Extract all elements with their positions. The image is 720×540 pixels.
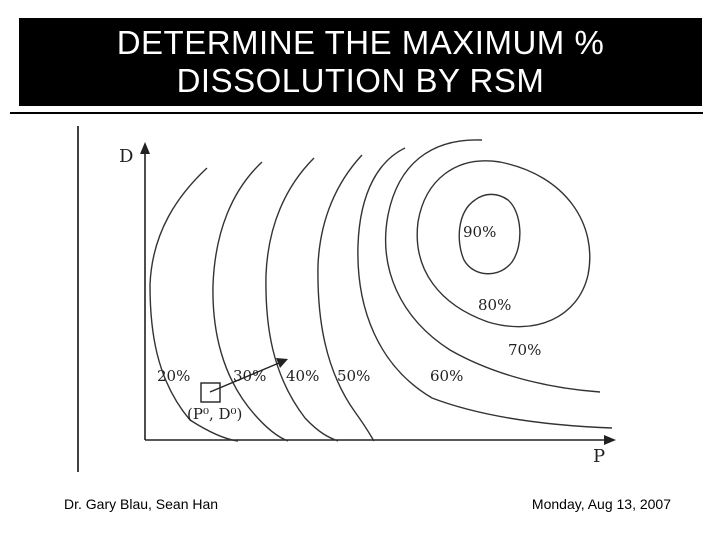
- contour-50: [317, 154, 375, 442]
- start-point-box: [200, 382, 221, 403]
- contour-label-60: 60%: [430, 367, 463, 385]
- contour-90: [458, 193, 521, 275]
- contour-40: [265, 157, 339, 442]
- slide-title-line-2: DISSOLUTION BY RSM: [176, 62, 545, 99]
- axes: [144, 152, 606, 441]
- contour-label-50: 50%: [337, 367, 370, 385]
- y-axis-arrowhead: [140, 142, 150, 154]
- contour-label-90: 90%: [463, 223, 496, 241]
- footer-authors: Dr. Gary Blau, Sean Han: [64, 496, 219, 512]
- contour-lines: [149, 139, 613, 442]
- contour-80: [416, 160, 591, 328]
- title-bar: DETERMINE THE MAXIMUM % DISSOLUTION BY R…: [19, 18, 702, 106]
- x-axis-arrowhead: [604, 435, 616, 445]
- contour-label-70: 70%: [508, 341, 541, 359]
- title-underline: [10, 112, 703, 114]
- contour-label-40: 40%: [286, 367, 319, 385]
- contour-30: [212, 161, 289, 442]
- y-axis-label: D: [119, 146, 133, 167]
- slide-title: DETERMINE THE MAXIMUM % DISSOLUTION BY R…: [117, 24, 605, 100]
- contour-label-20: 20%: [157, 367, 190, 385]
- contour-label-80: 80%: [478, 296, 511, 314]
- contour-20: [149, 167, 239, 442]
- steepest-ascent-arrow: [209, 362, 280, 393]
- contour-labels: 20% 30% 40% 50% 60% 70% 80% 90%: [157, 223, 541, 385]
- contour-70: [384, 139, 601, 393]
- start-point-label: (P⁰, D⁰): [187, 405, 242, 423]
- steepest-ascent-arrowhead: [276, 358, 288, 368]
- footer-date: Monday, Aug 13, 2007: [531, 496, 671, 512]
- x-axis-label: P: [593, 446, 605, 467]
- slide-title-line-1: DETERMINE THE MAXIMUM %: [116, 24, 605, 61]
- contour-60: [357, 147, 613, 429]
